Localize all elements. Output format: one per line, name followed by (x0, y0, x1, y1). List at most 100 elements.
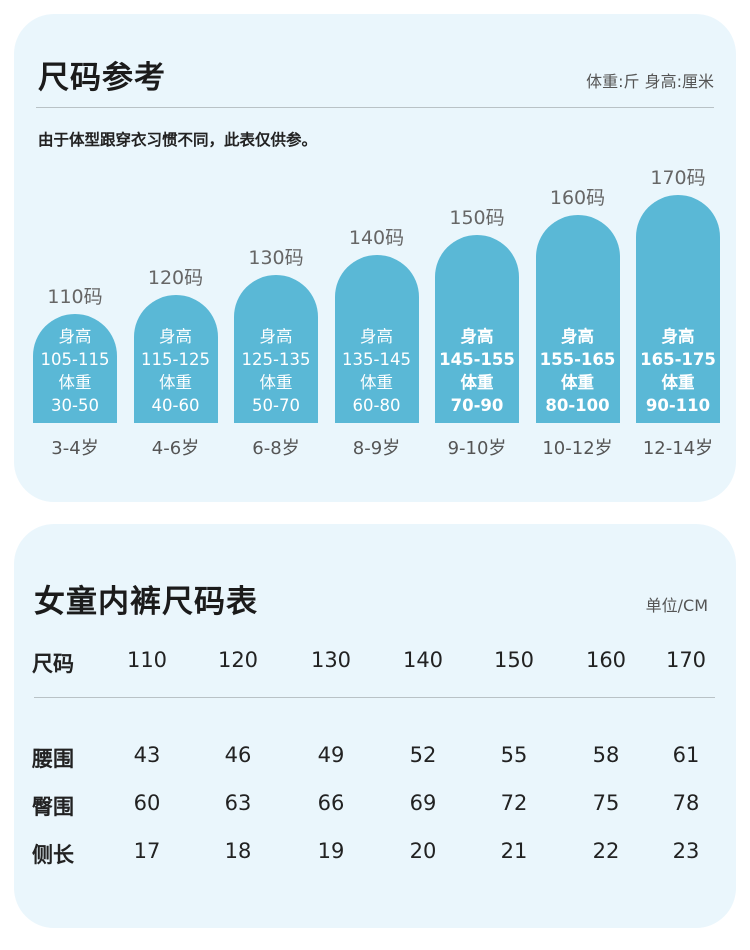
table-header-label: 尺码 (32, 652, 74, 676)
table-cell: 55 (500, 743, 528, 767)
height-label: 身高 (460, 327, 494, 346)
size-bar (636, 195, 720, 423)
table-header-size: 110 (126, 648, 168, 672)
size-column: 140码 身高 135-145 体重 60-80 8-9岁 (334, 14, 419, 502)
table-cell: 58 (592, 743, 620, 767)
size-bar-text: 身高 115-125 体重 40-60 (134, 325, 218, 417)
size-label: 140码 (348, 227, 405, 249)
table-header-size: 140 (402, 648, 444, 672)
table-header-size: 170 (665, 648, 707, 672)
size-label: 150码 (449, 207, 505, 229)
age-label: 10-12岁 (542, 438, 613, 459)
age-label: 6-8岁 (252, 438, 300, 459)
size-bar-text: 身高 165-175 体重 90-110 (636, 325, 720, 417)
size-label: 160码 (549, 187, 606, 209)
size-label: 110码 (47, 286, 103, 308)
size-column: 120码身高 115-125 体重 40-60 4-6岁 (133, 14, 218, 502)
table-cell: 19 (317, 839, 345, 863)
table-cell: 21 (500, 839, 528, 863)
weight-range: 30-50 (51, 396, 99, 415)
table-cell: 23 (672, 839, 700, 863)
table-header-size: 130 (310, 648, 352, 672)
table-cell: 46 (224, 743, 252, 767)
table-cell: 69 (409, 791, 437, 815)
weight-label: 体重 (561, 373, 594, 392)
weight-label: 体重 (58, 373, 92, 392)
age-label: 4-6岁 (151, 438, 200, 459)
height-label: 身高 (661, 327, 695, 346)
table-cell: 49 (317, 743, 345, 767)
table-cell: 66 (317, 791, 345, 815)
weight-range: 50-70 (252, 396, 300, 415)
height-range: 165-175 (640, 350, 716, 369)
weight-range: 70-90 (450, 396, 504, 415)
size-reference-title: 尺码参考 (38, 60, 166, 96)
table-cell: 52 (409, 743, 437, 767)
age-label: 9-10岁 (447, 438, 507, 459)
size-table-title: 女童内裤尺码表 (34, 584, 258, 620)
size-bar-text: 身高 135-145 体重 60-80 (335, 325, 419, 417)
size-bars: 110码 身高 105-115 体重 30-50 3-4岁 120码 身高 115-125 体重 4… (14, 14, 736, 502)
table-header-size: 120 (217, 648, 259, 672)
size-table-card: 女童内裤尺码表 单位/CM 尺码 110 120 130 140 150 160 170 腰围 4… (14, 524, 736, 928)
height-range: 135-145 (342, 350, 411, 369)
weight-label: 体重 (159, 373, 192, 392)
size-reference-card: 尺码参考 体重:斤 身高:厘米 由于体型跟穿衣习惯不同，此表仅供参。 110码身… (14, 14, 736, 502)
table-cell: 63 (224, 791, 252, 815)
weight-range: 80-100 (545, 396, 610, 415)
height-range: 155-165 (539, 350, 616, 369)
table-unit-note: 单位/CM (645, 596, 708, 615)
height-label: 身高 (159, 327, 192, 346)
height-range: 115-125 (141, 350, 210, 369)
weight-label: 体重 (661, 373, 695, 392)
table-header-size: 160 (585, 648, 627, 672)
size-bar (133, 295, 218, 423)
size-bar (334, 255, 419, 423)
units-note: 体重:斤 身高:厘米 (586, 72, 714, 91)
size-column: 170码身高 165-175 体重 90-110 12-14岁 (636, 14, 720, 502)
size-bar-text: 身高 155-165 体重 80-100 (536, 325, 620, 417)
weight-range: 40-60 (151, 396, 200, 415)
height-range: 105-115 (40, 350, 110, 369)
table-row-label: 腰围 (32, 747, 74, 771)
divider (36, 107, 714, 108)
height-label: 身高 (58, 327, 92, 346)
table-cell: 72 (500, 791, 528, 815)
height-range: 145-155 (439, 350, 515, 369)
table-cell: 18 (224, 839, 252, 863)
size-bar-text: 身高 125-135 体重 50-70 (234, 325, 318, 417)
table-cell: 60 (133, 791, 161, 815)
size-column: 110码 身高 105-115 体重 30-50 3-4岁 (33, 14, 117, 502)
disclaimer-text: 由于体型跟穿衣习惯不同，此表仅供参。 (38, 131, 318, 149)
table-header-size: 150 (493, 648, 535, 672)
size-bar-text: 身高 105-115 体重 30-50 (33, 325, 117, 417)
weight-range: 60-80 (352, 396, 401, 415)
age-label: 8-9岁 (352, 438, 401, 459)
height-range: 125-135 (241, 350, 311, 369)
size-label: 120码 (147, 267, 204, 289)
table-divider (34, 697, 715, 698)
table-cell: 22 (592, 839, 620, 863)
table-cell: 43 (133, 743, 161, 767)
weight-label: 体重 (360, 373, 393, 392)
size-bar (535, 215, 620, 423)
size-bar (33, 314, 117, 423)
table-cell: 75 (592, 791, 620, 815)
height-label: 身高 (259, 327, 293, 346)
weight-range: 90-110 (645, 396, 711, 415)
height-label: 身高 (561, 327, 594, 346)
size-column: 130码 身高 125-135 体重 50-70 6-8岁 (234, 14, 318, 502)
table-cell: 78 (672, 791, 700, 815)
size-label: 170码 (650, 167, 706, 189)
size-bar (234, 275, 318, 423)
size-bar (435, 235, 519, 423)
weight-label: 体重 (460, 373, 494, 392)
table-cell: 61 (672, 743, 700, 767)
table-row-label: 侧长 (32, 843, 74, 867)
age-label: 12-14岁 (642, 438, 714, 459)
table-row-label: 臀围 (32, 795, 74, 819)
size-label: 130码 (248, 247, 304, 269)
table-cell: 17 (133, 839, 161, 863)
table-cell: 20 (409, 839, 437, 863)
